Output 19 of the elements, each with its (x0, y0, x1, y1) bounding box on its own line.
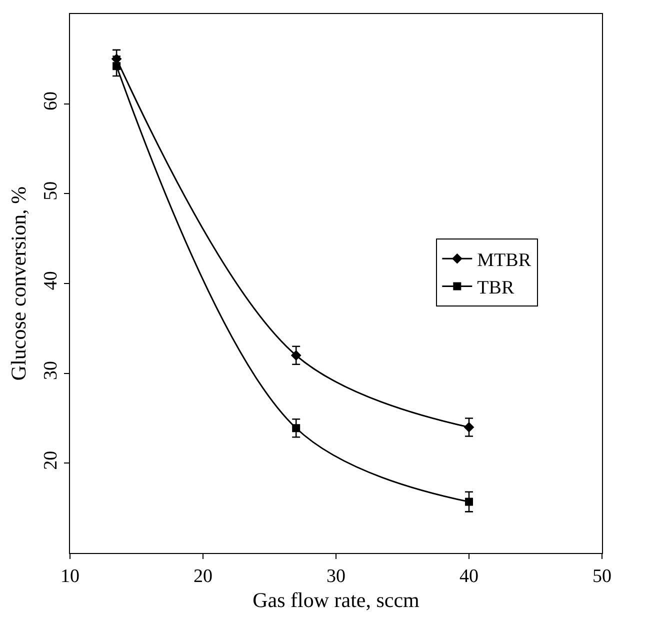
point (464, 422, 474, 432)
x-tick-label: 30 (326, 566, 346, 587)
x-tick-label: 10 (60, 566, 80, 587)
x-tick-label: 40 (460, 566, 478, 587)
y-tick-label: 40 (40, 271, 62, 290)
y-tick-label: 60 (40, 91, 62, 110)
x-tick-label: 20 (194, 566, 212, 587)
point (290, 350, 302, 361)
y-tick-label: 30 (40, 360, 62, 380)
x-axis-title: Gas flow rate, sccm (252, 588, 420, 612)
y-axis-title: Glucose conversion, % (6, 186, 30, 381)
legend-label: TBR (477, 278, 514, 299)
point (112, 62, 121, 70)
legend-label: MTBR (477, 250, 532, 271)
x-tick-label: 50 (592, 566, 612, 587)
y-tick-label: 20 (40, 450, 62, 470)
point (465, 498, 473, 506)
y-tick-label: 50 (40, 181, 62, 200)
point (292, 424, 300, 432)
